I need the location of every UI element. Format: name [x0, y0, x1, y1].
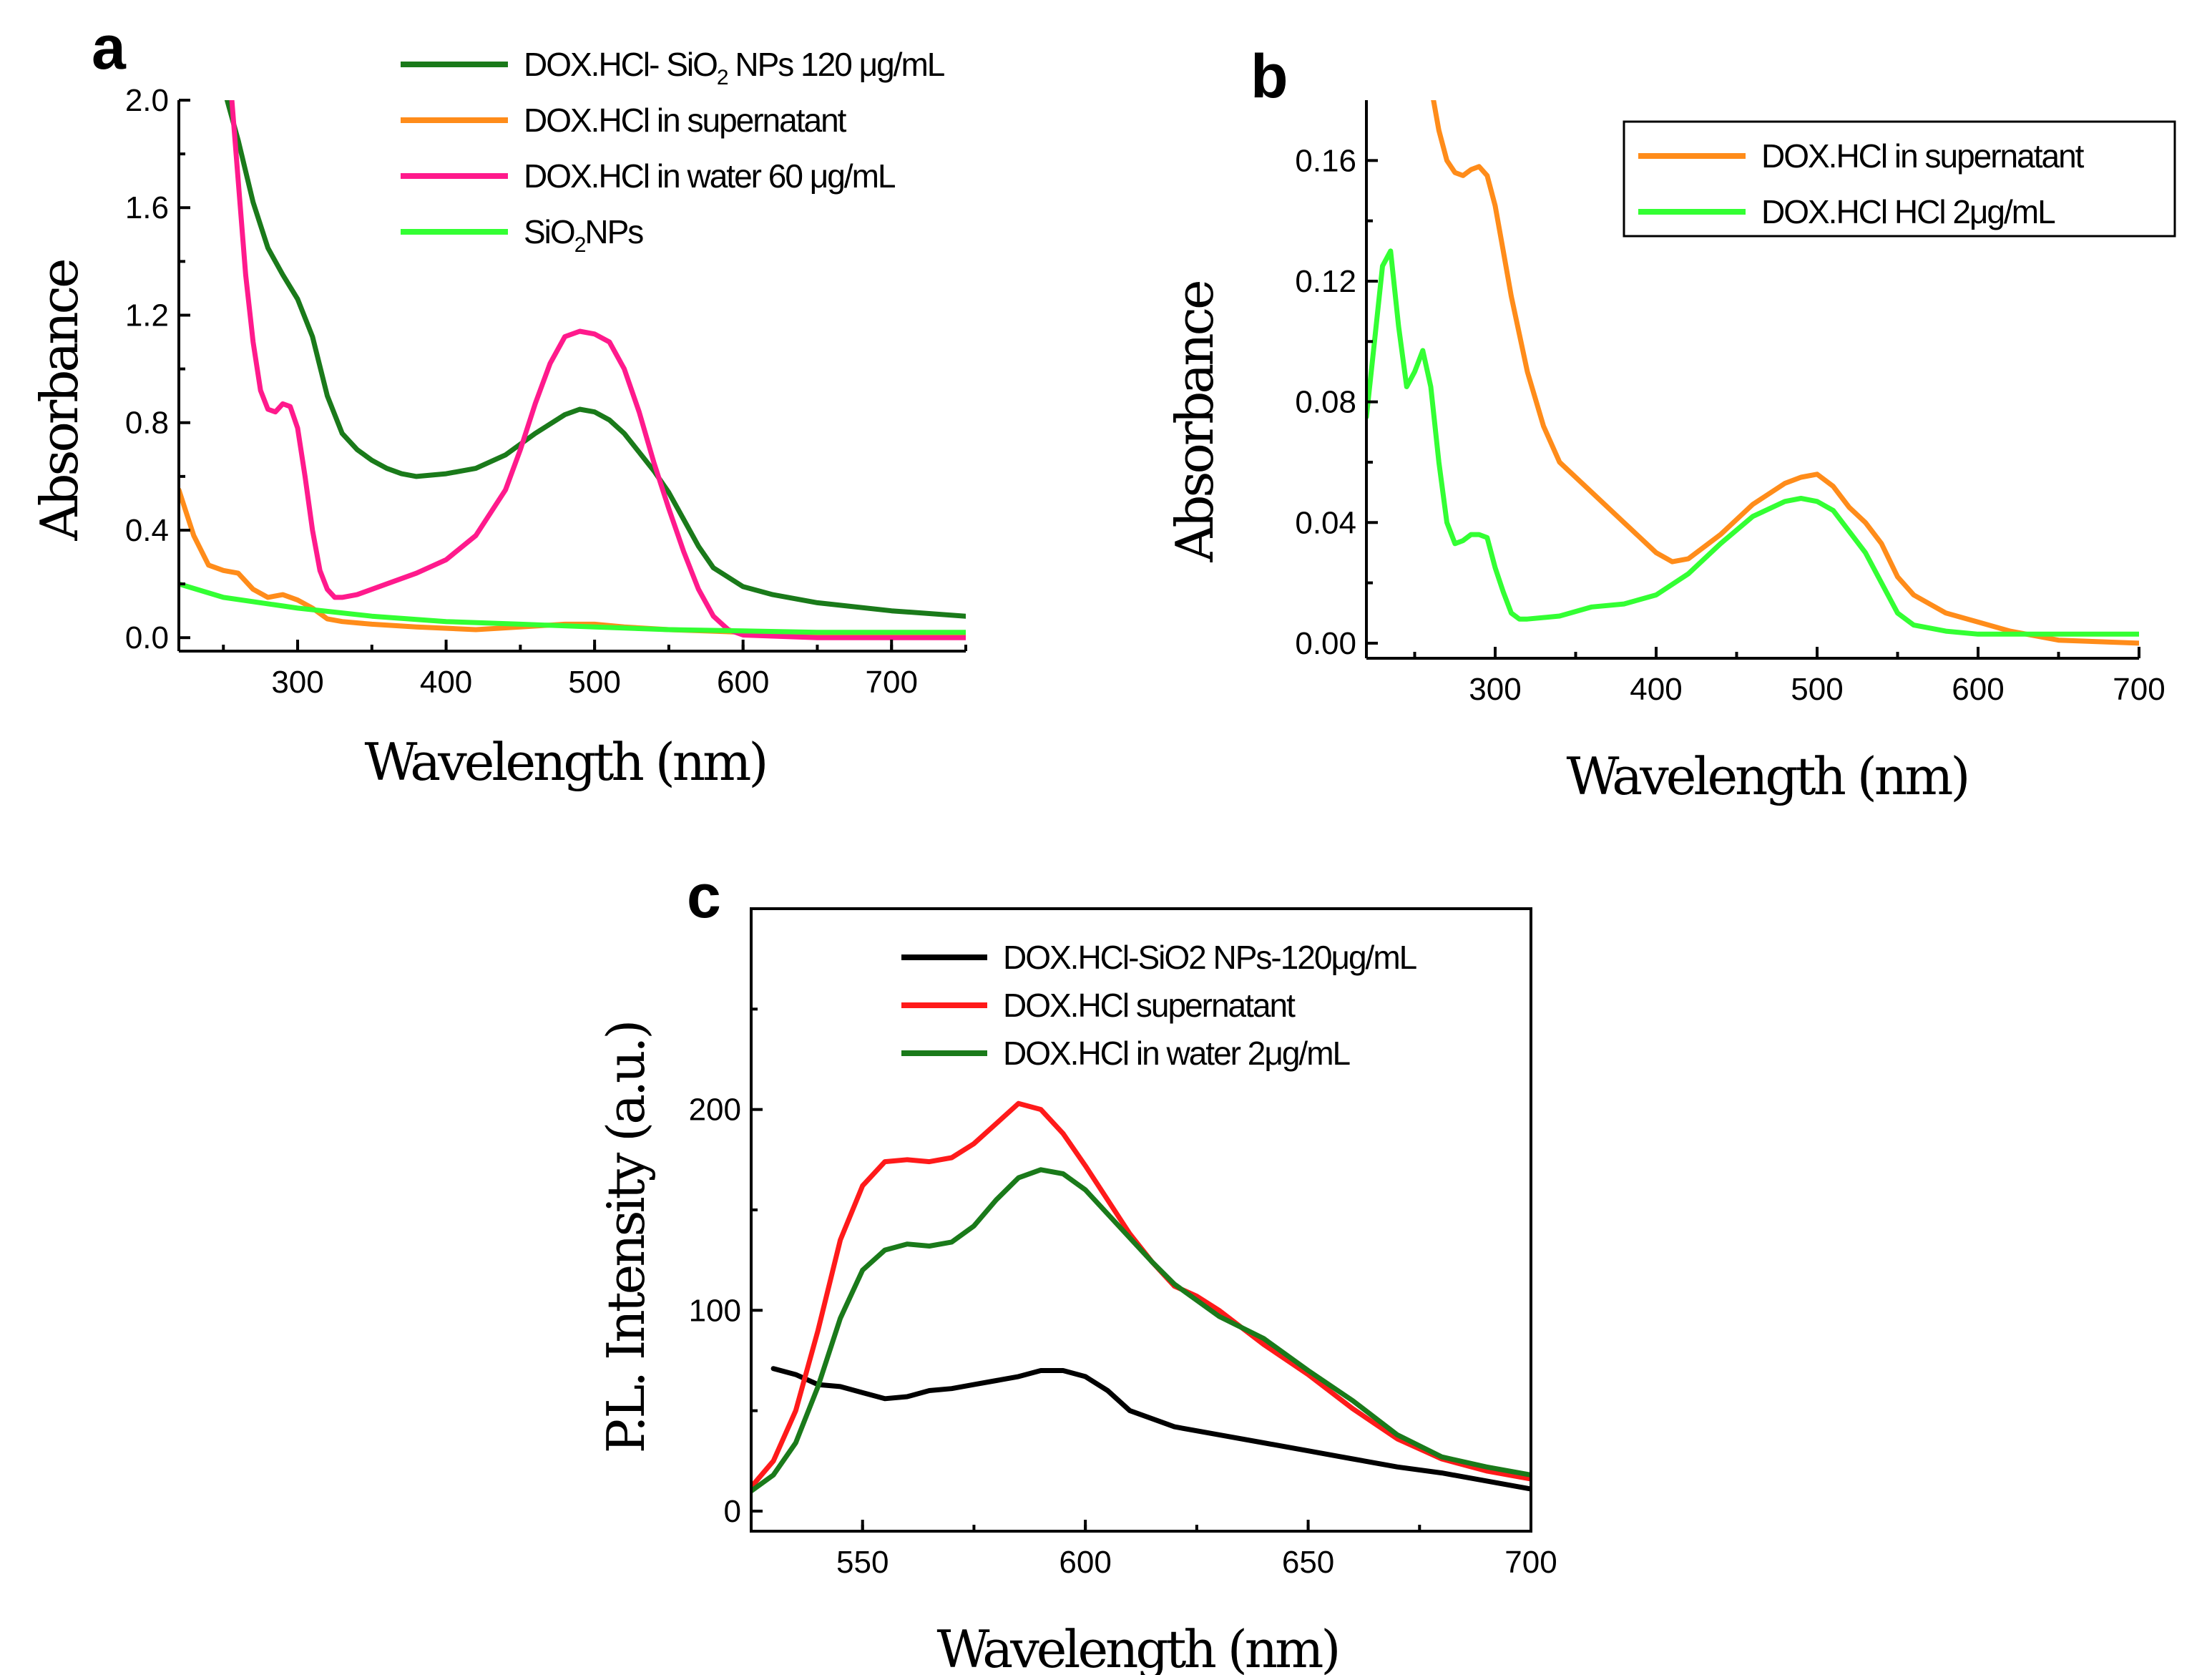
x-tick-label: 400	[420, 665, 472, 700]
x-tick-label: 500	[1791, 672, 1843, 707]
legend-label: DOX.HCl HCl 2μg/mL	[1761, 193, 2055, 230]
y-tick-label: 0.8	[125, 406, 169, 441]
legend: DOX.HCl-SiO2 NPs-120μg/mL DOX.HCl superna…	[901, 939, 1419, 1072]
series-line-2	[751, 1100, 1531, 1490]
series-group	[751, 1100, 1531, 1494]
legend-label: SiO2NPs	[524, 213, 643, 257]
plot-frame	[750, 907, 1532, 1533]
y-tick-label: 0.04	[1295, 505, 1356, 540]
legend-box	[1623, 120, 2176, 238]
x-tick-label: 700	[2113, 672, 2165, 707]
panel-b: b 300 400 500 600 700 0.00 0.04 0.08 0.12 0.16 Wav…	[1165, 42, 2176, 806]
x-axis-title: Wavelength (nm)	[1566, 746, 1967, 806]
legend-label: DOX.HCl in water 2μg/mL	[1003, 1035, 1351, 1072]
legend-label: DOX.HCl in supernatant	[1761, 137, 2085, 175]
legend: DOX.HCl- SiO2 NPs 120 μg/mL DOX.HCl in su…	[401, 46, 946, 257]
y-tick-label: 0.0	[125, 620, 169, 655]
x-tick-label: 550	[836, 1545, 889, 1580]
panel-c: c 550 600 650 700 0 100 200 Wavelength (nm) P.L.…	[596, 862, 1557, 1675]
y-tick-label: 0.12	[1295, 264, 1356, 299]
y-axis-title: P.L. Intensity (a.u.)	[596, 1022, 656, 1454]
x-tick-label: 400	[1630, 672, 1682, 707]
y-tick-label: 1.6	[125, 190, 169, 225]
y-tick-label: 0	[724, 1494, 741, 1529]
panel-c-letter: c	[687, 862, 721, 931]
y-tick-label: 0.00	[1295, 626, 1356, 661]
x-tick-label: 600	[717, 665, 769, 700]
series-line-3	[751, 1167, 1531, 1494]
legend-label: DOX.HCl-SiO2 NPs-120μg/mL	[1003, 939, 1417, 976]
x-tick-label: 500	[568, 665, 620, 700]
x-tick-label: 700	[1504, 1545, 1557, 1580]
panel-b-letter: b	[1251, 42, 1288, 111]
legend-label: DOX.HCl- SiO2 NPs 120 μg/mL	[524, 46, 945, 89]
series-line-4	[179, 581, 966, 635]
y-tick-label: 100	[689, 1293, 741, 1328]
y-tick-label: 200	[689, 1093, 741, 1128]
y-tick-label: 0.16	[1295, 143, 1356, 178]
legend-label: DOX.HCl supernatant	[1003, 987, 1296, 1024]
legend-label: DOX.HCl in supernatant	[524, 102, 847, 139]
series-line-1	[770, 1366, 1531, 1492]
panel-a-letter: a	[92, 14, 127, 82]
legend-label: DOX.HCl in water 60 μg/mL	[524, 157, 896, 195]
series-group	[1366, 100, 2139, 646]
y-axis-title: Absorbance	[1165, 281, 1225, 563]
x-tick-label: 600	[1952, 672, 2004, 707]
y-tick-label: 2.0	[125, 83, 169, 118]
x-axis-title: Wavelength (nm)	[936, 1619, 1338, 1675]
legend: DOX.HCl in supernatant DOX.HCl HCl 2μg/mL	[1623, 120, 2176, 238]
panel-a: a 300 400 500 600 700 0.0 0.4 0.8 1.2 1.6 2.0 Wavel…	[29, 14, 967, 792]
y-tick-label: 0.08	[1295, 385, 1356, 420]
series-group	[179, 100, 966, 640]
x-tick-label: 650	[1282, 1545, 1334, 1580]
y-tick-label: 0.4	[125, 513, 169, 548]
x-axis-title: Wavelength (nm)	[364, 732, 765, 792]
series-line-2	[1366, 248, 2139, 637]
x-tick-label: 300	[271, 665, 323, 700]
series-line-1	[1431, 100, 2139, 646]
x-tick-label: 700	[866, 665, 918, 700]
series-line-3	[229, 100, 966, 640]
y-tick-label: 1.2	[125, 298, 169, 333]
x-tick-label: 600	[1059, 1545, 1111, 1580]
x-tick-label: 300	[1469, 672, 1521, 707]
y-axis-title: Absorbance	[29, 260, 89, 542]
